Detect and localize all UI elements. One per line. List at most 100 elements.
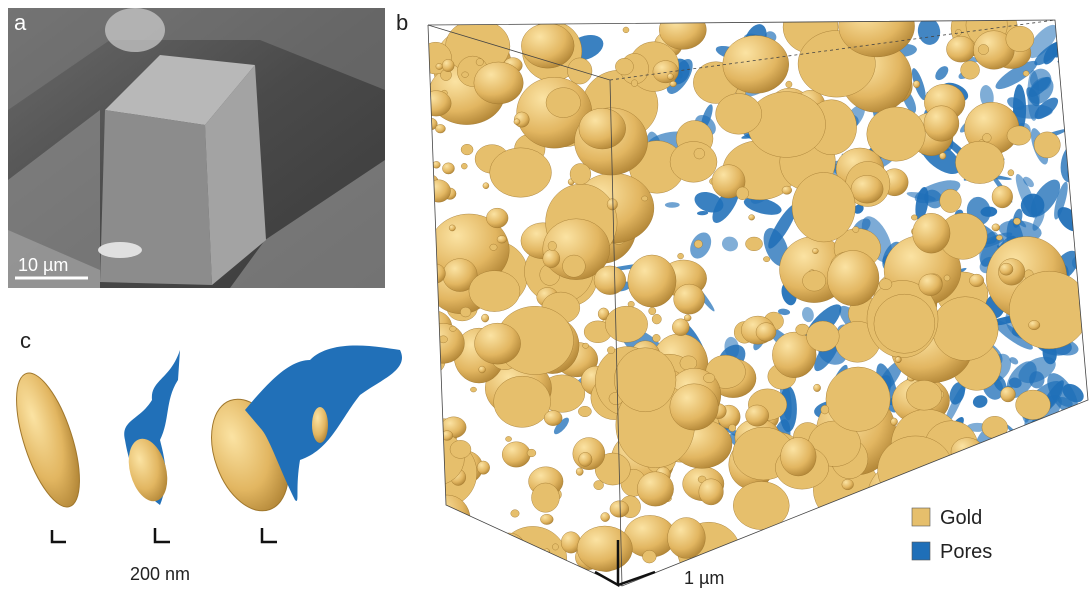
pore-region (1071, 39, 1087, 54)
gold-particle (483, 183, 489, 189)
gold-particle (607, 347, 615, 354)
gold-particle (965, 473, 976, 483)
gold-particle (1019, 469, 1027, 477)
gold-particle (992, 186, 1013, 208)
gold-particle (400, 430, 464, 486)
gold-particle (949, 473, 962, 484)
gold-particle (479, 366, 486, 373)
gold-particle (642, 550, 656, 563)
scale-bar-label: 10 µm (18, 255, 68, 275)
gold-particle (867, 107, 926, 161)
gold-particle (745, 237, 762, 251)
gold-particle (548, 241, 557, 250)
gold-particle (494, 376, 551, 427)
pore-region (665, 202, 680, 208)
gold-particle (578, 406, 591, 417)
legend-swatch (912, 508, 930, 526)
gold-particle (955, 141, 1004, 183)
gold-particle (999, 495, 1072, 564)
gold-particle (461, 144, 473, 155)
gold-particle (490, 148, 552, 197)
gold-particle (436, 538, 482, 583)
gold-particle (583, 343, 589, 348)
legend-label: Pores (940, 541, 992, 563)
gold-particle (703, 373, 714, 382)
gold-particle (895, 357, 901, 363)
gold-particle (878, 436, 954, 504)
scale-bar-label: 1 µm (684, 568, 724, 588)
gold-particle (814, 384, 821, 392)
pore-region (1061, 104, 1088, 130)
gold-particle (694, 148, 705, 159)
gold-particle (594, 480, 604, 489)
gold-particle (450, 440, 471, 458)
gold-particle (746, 405, 769, 426)
pore-region (1057, 58, 1073, 64)
gold-particle (490, 244, 497, 250)
gold-particle (837, 554, 844, 561)
gold-particle (649, 307, 656, 315)
gold-particle (659, 10, 706, 49)
gold-particle (601, 512, 610, 521)
gold-particle (546, 88, 581, 118)
gold-particle (1016, 390, 1051, 420)
gold-particle (1003, 545, 1009, 551)
gold-particle (502, 442, 530, 467)
gold-particle (992, 525, 1023, 559)
gold-particle (562, 255, 585, 277)
gold-particle (879, 279, 892, 290)
gold-particle (944, 275, 950, 281)
pore-region (999, 438, 1036, 472)
gold-particle (610, 501, 629, 517)
gold-particle (853, 226, 859, 232)
gold-particle (913, 213, 950, 253)
gold-particle (839, 0, 915, 57)
gold-particle (749, 215, 755, 221)
panel-label: c (20, 328, 31, 353)
gold-particle (821, 405, 829, 414)
gold-particle (421, 91, 451, 116)
gold-particle (422, 323, 465, 363)
gold-particle (637, 472, 673, 506)
panel-label: b (396, 10, 408, 35)
gold-particle (940, 189, 962, 212)
gold-particle (826, 367, 890, 431)
gold-particle (473, 548, 481, 556)
gold-particle (670, 384, 719, 430)
gold-particle (906, 380, 942, 410)
sem-image (8, 8, 385, 288)
gold-particle (1000, 263, 1013, 275)
gold-particle (1028, 320, 1039, 329)
gold-particle (544, 410, 562, 425)
pore-region (720, 235, 740, 254)
gold-particle (827, 250, 879, 305)
gold-particle (747, 92, 825, 158)
gold-particle (628, 255, 676, 307)
gold-particle (579, 108, 626, 149)
gold-particle (464, 545, 503, 579)
gold-particle (1013, 218, 1020, 225)
scale-bar-label: 200 nm (130, 564, 190, 584)
gold-particle (623, 27, 629, 33)
gold-particle (642, 196, 648, 201)
gold-particle (435, 124, 445, 133)
gold-particle (919, 274, 943, 296)
gold-particle (777, 527, 793, 540)
gold-particle (672, 319, 689, 336)
gold-particle (615, 58, 633, 75)
gold-particle (667, 74, 673, 80)
gold-particle (469, 271, 520, 312)
particle-renders (4, 346, 402, 522)
gold-particle (425, 495, 471, 544)
pore-region (1059, 59, 1087, 97)
gold-particle (532, 483, 560, 512)
gold-particle (481, 314, 488, 322)
gold-particle (1008, 170, 1014, 176)
gold-particle (729, 424, 736, 431)
gold-particle (527, 449, 536, 457)
gold-particle (653, 334, 661, 342)
gold-particle (499, 526, 567, 590)
gold-particle (470, 536, 479, 545)
gold-particle (699, 479, 724, 505)
